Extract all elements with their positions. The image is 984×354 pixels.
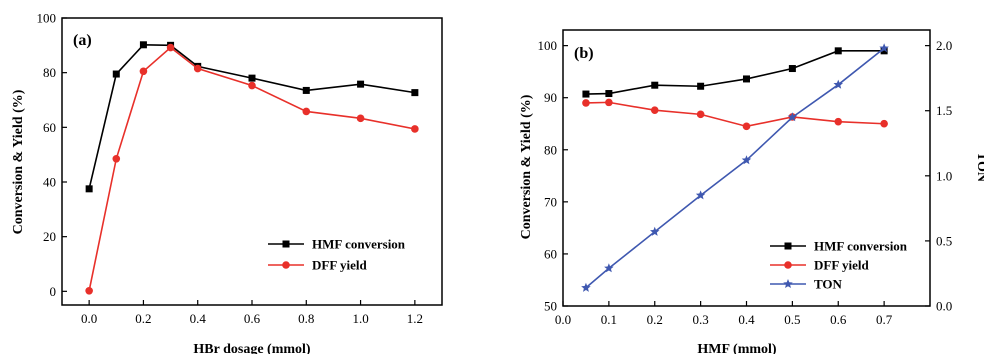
data-point-dff-yield [356,114,365,123]
data-point-dff-yield [650,106,659,114]
y-tick-label-a: 60 [43,120,56,135]
data-point-dff-yield [139,67,148,76]
x-tick-label-b: 0.6 [830,312,847,327]
y-axis-label-b: Conversion & Yield (%) [519,94,534,239]
data-point-hmf-conversion [139,41,147,49]
y-tick-label-b: 80 [544,142,557,157]
x-tick-label-a: 0.6 [244,311,261,326]
data-point-hmf-conversion [697,82,705,90]
panel-label-a: (a) [73,32,92,49]
data-point-ton [787,112,798,122]
y-tick-label-b: 100 [538,38,558,53]
data-point-hmf-conversion [411,89,419,97]
legend-label-ton: TON [814,277,843,292]
data-point-hmf-conversion [651,81,659,89]
legend-marker-hmf-conversion [784,242,792,250]
x-tick-label-b: 0.1 [601,312,617,327]
y2-tick-label-b: 1.0 [936,168,952,183]
data-point-ton [695,190,706,200]
y2-tick-label-b: 0.0 [936,299,952,314]
legend-label-dff-yield: DFF yield [312,258,368,273]
legend-a: HMF conversion DFF yield [268,237,406,273]
legend-label-hmf-conversion: HMF conversion [814,239,908,254]
y2-tick-label-b: 1.5 [936,103,952,118]
x-tick-label-a: 1.2 [407,311,423,326]
x-tick-label-b: 0.2 [647,312,663,327]
y-tick-label-a: 20 [43,229,56,244]
x-axis-label-a: HBr dosage (mmol) [193,342,311,354]
data-point-dff-yield [112,154,121,163]
x-tick-label-b: 0.4 [738,312,755,327]
series-line-ton [585,47,885,289]
y-tick-label-b: 60 [544,246,557,261]
data-point-hmf-conversion [85,185,93,193]
data-point-hmf-conversion [248,74,256,82]
data-point-dff-yield [248,81,256,90]
x-tick-label-a: 1.0 [352,311,368,326]
data-point-ton [833,79,844,89]
data-point-dff-yield [166,43,175,52]
x-tick-label-b: 0.7 [876,312,893,327]
data-point-dff-yield [605,98,613,107]
data-point-dff-yield [880,119,888,128]
legend-label-hmf-conversion: HMF conversion [312,237,406,252]
x-tick-label-a: 0.4 [190,311,207,326]
data-point-hmf-conversion [357,80,365,88]
chart-panel-a: 0.0 0.2 0.4 0.6 0.8 1.0 1.2 0 20 40 60 80 100 (a) HB… [11,11,443,354]
data-point-hmf-conversion [880,47,888,55]
x-tick-label-b: 0.0 [555,312,571,327]
data-point-ton [581,282,591,292]
panel-label-b: (b) [574,45,594,62]
plot-frame-b [562,29,931,307]
data-point-hmf-conversion [834,47,842,55]
y-tick-label-b: 50 [544,299,557,314]
y-tick-label-b: 90 [544,90,557,105]
data-point-dff-yield [411,125,419,133]
y-axis-label-a: Conversion & Yield (%) [11,89,26,234]
x-tick-label-a: 0.8 [298,311,314,326]
x-tick-label-a: 0.2 [135,311,151,326]
plot-frame-a [61,17,443,306]
data-point-dff-yield [834,117,843,126]
y-tick-label-a: 80 [43,65,56,80]
y-tick-label-a: 0 [50,284,57,299]
series-line-hmf-conversion [585,50,885,95]
data-point-ton [604,263,614,273]
data-point-ton [649,226,660,236]
legend-marker-hmf-conversion [282,240,290,248]
data-point-ton [741,155,752,165]
series-line-dff-yield [585,101,885,128]
x-tick-label-b: 0.3 [693,312,709,327]
y2-axis-label-b: TON [974,152,984,182]
series-line-hmf-conversion [88,43,415,190]
y-tick-label-b: 70 [544,194,557,209]
data-point-dff-yield [696,110,705,119]
data-point-hmf-conversion [605,90,613,98]
legend-marker-dff-yield [784,261,792,269]
data-point-hmf-conversion [743,75,750,83]
y-tick-label-a: 40 [43,175,56,190]
chart-panel-b: 0.0 0.1 0.2 0.3 0.4 0.5 0.6 0.7 50 60 70 80 90 100 0.0… [519,29,984,354]
y2-tick-label-b: 2.0 [936,38,952,53]
data-point-dff-yield [302,107,311,116]
x-tick-label-a: 0.0 [81,311,97,326]
data-point-hmf-conversion [302,86,310,94]
legend-b: HMF conversion DFF yield TON [770,239,908,292]
data-point-hmf-conversion [582,90,590,98]
y2-tick-label-b: 0.5 [936,233,952,248]
x-tick-label-b: 0.5 [784,312,800,327]
data-point-ton [879,43,889,53]
x-axis-label-b: HMF (mmol) [697,342,777,354]
data-point-dff-yield [742,122,751,131]
data-point-hmf-conversion [788,65,796,73]
legend-marker-dff-yield [282,261,290,269]
legend-marker-ton [783,279,793,289]
legend-label-dff-yield: DFF yield [814,258,870,273]
data-point-dff-yield [193,64,202,73]
data-point-dff-yield [85,286,93,295]
data-point-hmf-conversion [112,70,120,78]
data-point-dff-yield [582,99,590,107]
y-tick-label-a: 100 [37,11,57,26]
